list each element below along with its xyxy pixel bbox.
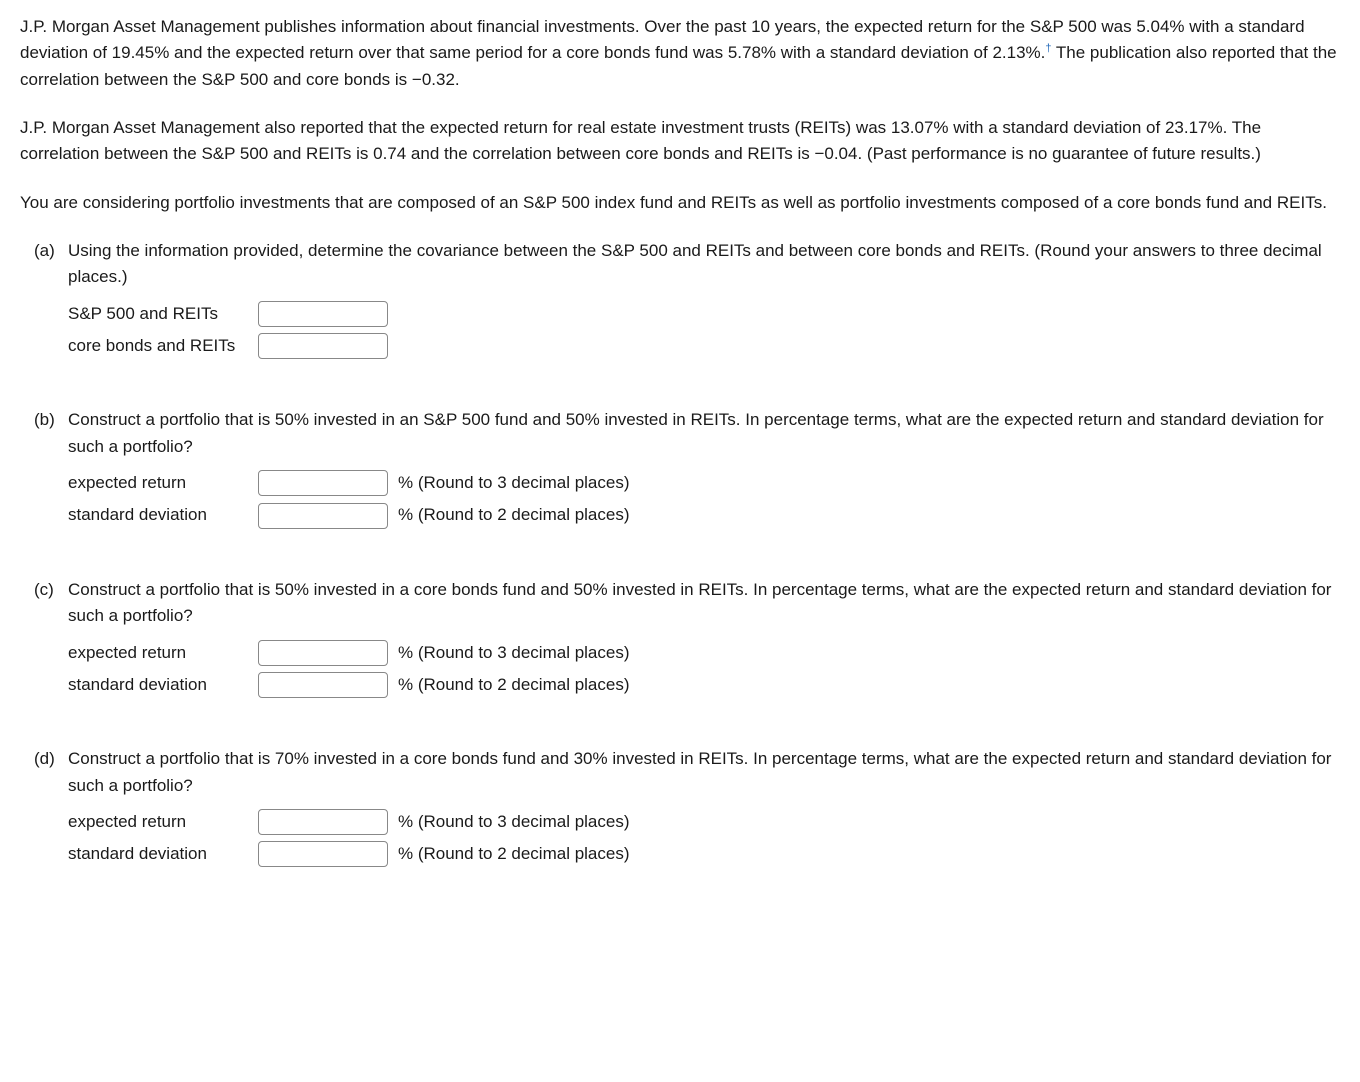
- hint-c-expected-return: % (Round to 3 decimal places): [398, 640, 630, 666]
- input-b-standard-deviation[interactable]: [258, 503, 388, 529]
- hint-b-standard-deviation: % (Round to 2 decimal places): [398, 502, 630, 528]
- input-d-standard-deviation[interactable]: [258, 841, 388, 867]
- question-letter-c: (c): [34, 577, 68, 603]
- hint-d-standard-deviation: % (Round to 2 decimal places): [398, 841, 630, 867]
- label-c-standard-deviation: standard deviation: [68, 672, 258, 698]
- input-c-standard-deviation[interactable]: [258, 672, 388, 698]
- intro-paragraph-2: J.P. Morgan Asset Management also report…: [20, 115, 1340, 168]
- label-b-standard-deviation: standard deviation: [68, 502, 258, 528]
- label-d-expected-return: expected return: [68, 809, 258, 835]
- input-c-expected-return[interactable]: [258, 640, 388, 666]
- label-sp500-reits: S&P 500 and REITs: [68, 301, 258, 327]
- label-c-expected-return: expected return: [68, 640, 258, 666]
- question-letter-a: (a): [34, 238, 68, 264]
- question-letter-d: (d): [34, 746, 68, 772]
- intro-paragraph-3: You are considering portfolio investment…: [20, 190, 1340, 216]
- question-prompt-b: Construct a portfolio that is 50% invest…: [68, 407, 1340, 460]
- hint-b-expected-return: % (Round to 3 decimal places): [398, 470, 630, 496]
- hint-d-expected-return: % (Round to 3 decimal places): [398, 809, 630, 835]
- input-d-expected-return[interactable]: [258, 809, 388, 835]
- question-prompt-a: Using the information provided, determin…: [68, 238, 1340, 291]
- label-d-standard-deviation: standard deviation: [68, 841, 258, 867]
- question-d: (d) Construct a portfolio that is 70% in…: [34, 746, 1340, 871]
- question-c: (c) Construct a portfolio that is 50% in…: [34, 577, 1340, 702]
- hint-c-standard-deviation: % (Round to 2 decimal places): [398, 672, 630, 698]
- question-prompt-d: Construct a portfolio that is 70% invest…: [68, 746, 1340, 799]
- label-corebonds-reits: core bonds and REITs: [68, 333, 258, 359]
- question-prompt-c: Construct a portfolio that is 50% invest…: [68, 577, 1340, 630]
- question-a: (a) Using the information provided, dete…: [34, 238, 1340, 363]
- label-b-expected-return: expected return: [68, 470, 258, 496]
- question-letter-b: (b): [34, 407, 68, 433]
- question-b: (b) Construct a portfolio that is 50% in…: [34, 407, 1340, 532]
- input-sp500-reits-covariance[interactable]: [258, 301, 388, 327]
- input-b-expected-return[interactable]: [258, 470, 388, 496]
- intro-paragraph-1: J.P. Morgan Asset Management publishes i…: [20, 14, 1340, 93]
- input-corebonds-reits-covariance[interactable]: [258, 333, 388, 359]
